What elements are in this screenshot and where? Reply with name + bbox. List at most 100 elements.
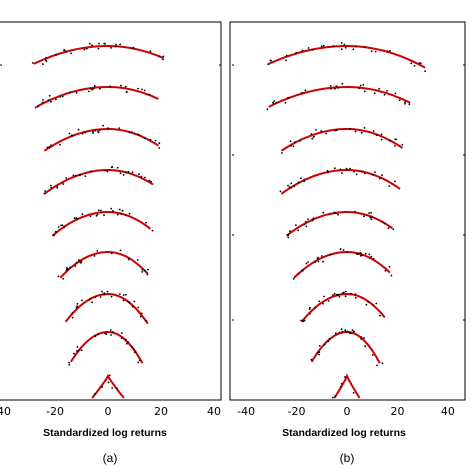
data-point	[305, 262, 308, 265]
data-point	[388, 185, 391, 188]
data-point	[91, 44, 93, 47]
data-point	[143, 269, 146, 272]
data-point	[65, 177, 68, 179]
data-point	[371, 354, 374, 356]
data-point	[285, 59, 287, 62]
data-point	[110, 334, 112, 336]
data-point	[301, 49, 304, 52]
x-tick-label: -40	[0, 405, 11, 418]
data-point	[131, 47, 133, 50]
data-point	[299, 139, 301, 142]
data-point	[131, 305, 134, 308]
data-point	[307, 218, 309, 221]
data-point	[392, 228, 395, 231]
data-point	[352, 330, 355, 333]
data-point	[65, 267, 68, 269]
data-point	[75, 261, 78, 264]
data-point	[119, 249, 122, 252]
data-point	[309, 306, 311, 309]
data-point	[31, 62, 34, 64]
data-point	[128, 212, 131, 215]
data-point	[285, 54, 288, 57]
data-point	[311, 137, 314, 140]
data-point	[107, 381, 110, 384]
fit-curve	[268, 86, 411, 108]
data-point	[287, 233, 290, 236]
data-point	[53, 234, 55, 237]
data-point	[145, 221, 148, 224]
data-point	[100, 211, 102, 214]
data-point	[88, 42, 91, 45]
data-point	[108, 374, 111, 377]
data-point	[327, 300, 330, 302]
data-point	[124, 338, 127, 341]
data-point	[99, 296, 102, 298]
data-point	[146, 273, 149, 276]
data-point	[89, 298, 91, 300]
data-point	[363, 172, 366, 175]
fit-curve	[280, 169, 401, 195]
data-point	[78, 348, 81, 351]
data-point	[148, 93, 151, 96]
data-point	[376, 364, 378, 367]
data-point	[138, 134, 141, 137]
data-point	[332, 294, 334, 296]
data-point	[76, 346, 79, 348]
data-point	[100, 209, 102, 212]
panel-b: -40 -20 0 20 40 Standardized log returns (b)	[229, 21, 466, 465]
data-point	[344, 295, 347, 298]
data-point	[372, 304, 375, 306]
panel-b-x-ticks: -40 -20 0 20 40	[237, 405, 455, 418]
fit-curve	[300, 293, 386, 323]
data-point	[341, 82, 344, 85]
data-point	[90, 170, 93, 173]
data-point	[151, 229, 154, 232]
data-point	[80, 349, 83, 352]
data-point	[388, 139, 391, 142]
data-point	[59, 96, 62, 98]
data-point	[74, 265, 77, 267]
data-point	[48, 94, 51, 97]
data-point	[388, 265, 391, 268]
data-point	[71, 316, 74, 319]
data-point	[284, 102, 287, 104]
fit-curve	[36, 86, 159, 108]
data-point	[47, 99, 50, 101]
data-point	[311, 49, 314, 51]
data-point	[44, 190, 46, 192]
data-point	[148, 179, 151, 182]
data-point	[125, 293, 127, 296]
fit-curve	[310, 331, 381, 364]
fit-curve	[285, 211, 393, 237]
x-tick-label: 40	[207, 405, 221, 418]
data-point	[303, 178, 306, 181]
data-point	[335, 212, 337, 215]
data-point	[128, 301, 131, 304]
x-tick-label: 0	[344, 405, 351, 418]
data-point	[300, 177, 302, 180]
data-point	[401, 143, 404, 146]
data-point	[94, 296, 97, 299]
data-point	[301, 269, 304, 272]
data-point	[91, 301, 94, 304]
data-point	[394, 145, 396, 147]
x-tick-label: -20	[288, 405, 306, 418]
data-point	[61, 224, 64, 227]
data-point	[60, 224, 62, 227]
data-point	[124, 214, 127, 217]
data-point	[352, 392, 355, 394]
data-point	[103, 293, 105, 296]
data-point	[398, 99, 401, 102]
data-point	[97, 333, 99, 336]
data-point	[101, 290, 103, 293]
data-point	[352, 48, 355, 51]
data-point	[339, 168, 342, 171]
data-point	[322, 211, 325, 214]
x-tick-label: -40	[237, 405, 255, 418]
data-point	[372, 173, 374, 176]
data-point	[363, 90, 366, 93]
data-point	[312, 217, 315, 220]
data-point	[363, 337, 365, 339]
panel-a-x-ticks: -40 -20 0 20 40	[0, 405, 221, 418]
data-point	[373, 92, 376, 95]
